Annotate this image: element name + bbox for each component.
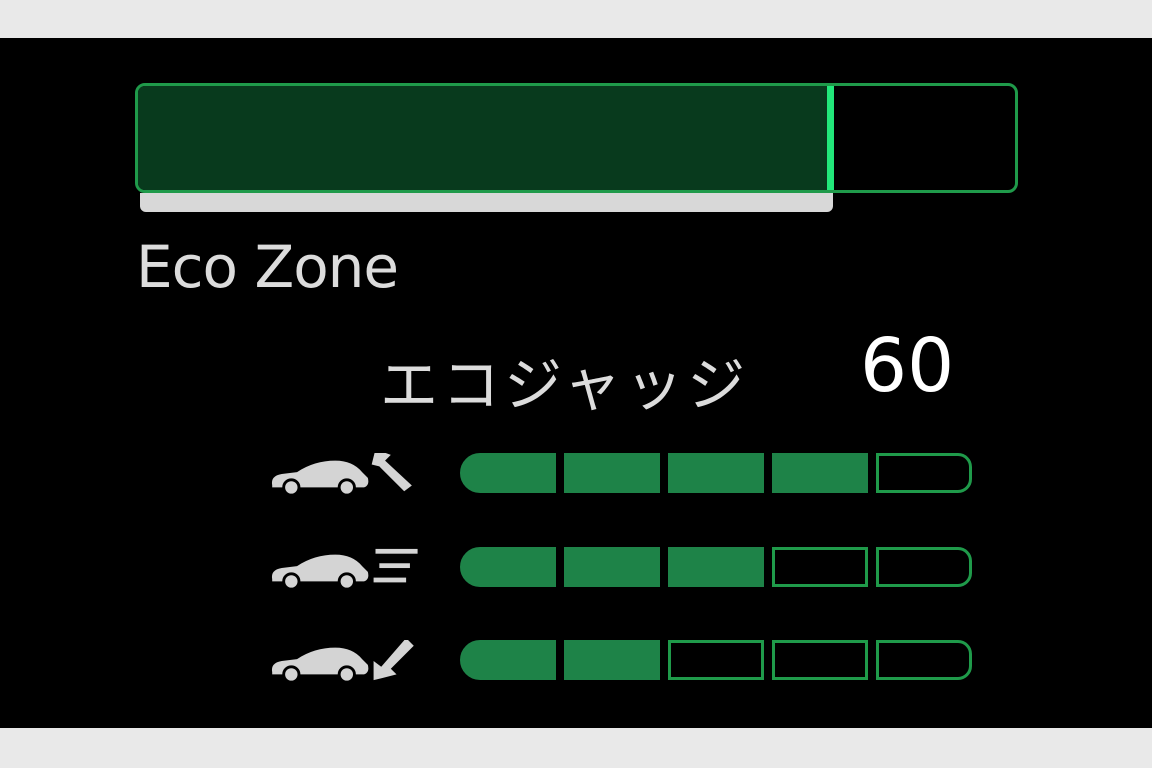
rating-segments xyxy=(460,640,972,680)
car-decelerate-icon xyxy=(271,640,414,684)
segment-filled xyxy=(564,547,660,587)
segment-empty xyxy=(772,547,868,587)
rating-segments xyxy=(460,453,972,493)
segment-filled xyxy=(460,640,556,680)
rating-row-start xyxy=(265,453,985,497)
car-cruise-icon xyxy=(271,548,418,591)
segment-empty xyxy=(876,453,972,493)
segment-filled xyxy=(668,453,764,493)
segment-empty xyxy=(876,640,972,680)
eco-display: Eco Zone エコジャッジ 60 xyxy=(0,38,1152,728)
eco-judge-score: 60 xyxy=(860,323,955,409)
eco-zone-bar xyxy=(135,83,1018,193)
eco-zone-bar-base xyxy=(140,193,833,212)
segment-empty xyxy=(772,640,868,680)
segment-filled xyxy=(772,453,868,493)
segment-filled xyxy=(460,453,556,493)
zone-label: Eco Zone xyxy=(136,233,399,301)
segment-empty xyxy=(876,547,972,587)
segment-filled xyxy=(668,547,764,587)
rating-row-cruise xyxy=(265,547,985,591)
segment-filled xyxy=(564,640,660,680)
eco-judge-label: エコジャッジ xyxy=(380,351,750,419)
segment-filled xyxy=(564,453,660,493)
car-accelerate-icon xyxy=(271,453,412,497)
segment-empty xyxy=(668,640,764,680)
segment-filled xyxy=(460,547,556,587)
rating-row-stop xyxy=(265,640,985,684)
eco-zone-bar-fill xyxy=(138,86,834,190)
rating-segments xyxy=(460,547,972,587)
